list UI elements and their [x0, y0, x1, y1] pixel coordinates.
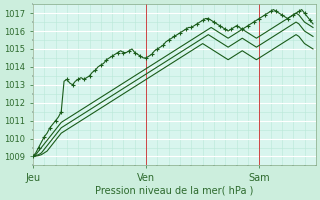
- X-axis label: Pression niveau de la mer( hPa ): Pression niveau de la mer( hPa ): [95, 186, 253, 196]
